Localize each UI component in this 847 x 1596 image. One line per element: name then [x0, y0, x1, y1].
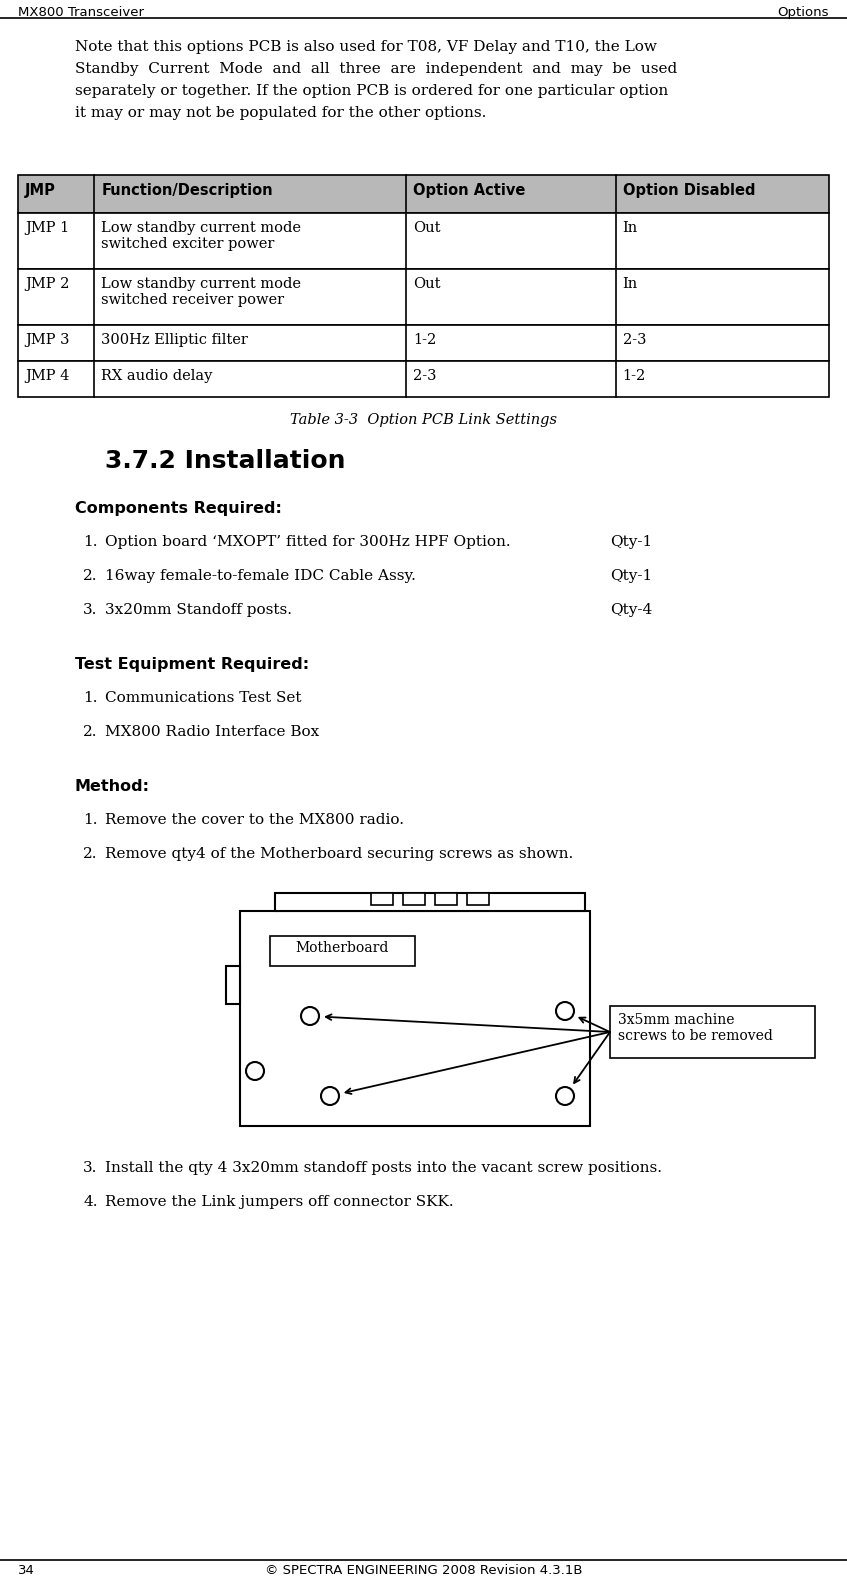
Text: MX800 Transceiver: MX800 Transceiver [18, 6, 144, 19]
Text: Out: Out [413, 278, 441, 290]
Bar [226, 966, 240, 1004]
Text: 3x20mm Standoff posts.: 3x20mm Standoff posts. [105, 603, 292, 618]
Text: Test Equipment Required:: Test Equipment Required: [75, 658, 309, 672]
Circle shape [246, 1061, 264, 1080]
Text: Low standby current mode
switched receiver power: Low standby current mode switched receiv… [102, 278, 302, 306]
Bar [275, 894, 585, 911]
Text: Method:: Method: [75, 779, 150, 793]
Text: Motherboard: Motherboard [296, 942, 389, 954]
Text: 2-3: 2-3 [413, 369, 437, 383]
Circle shape [556, 1002, 574, 1020]
Circle shape [556, 1087, 574, 1104]
Text: Qty-1: Qty-1 [610, 535, 652, 549]
Bar [240, 911, 590, 1127]
Text: 2.: 2. [83, 847, 97, 860]
Text: 1.: 1. [83, 535, 97, 549]
Bar [18, 270, 829, 326]
Bar [18, 326, 829, 361]
Text: Table 3-3  Option PCB Link Settings: Table 3-3 Option PCB Link Settings [291, 413, 557, 428]
Text: Option Active: Option Active [413, 184, 526, 198]
Text: © SPECTRA ENGINEERING 2008 Revision 4.3.1B: © SPECTRA ENGINEERING 2008 Revision 4.3.… [265, 1564, 583, 1577]
Text: 3x5mm machine
screws to be removed: 3x5mm machine screws to be removed [618, 1013, 772, 1044]
Text: JMP 4: JMP 4 [25, 369, 69, 383]
Text: JMP 3: JMP 3 [25, 334, 69, 346]
Text: 3.7.2 Installation: 3.7.2 Installation [105, 448, 346, 472]
Bar [371, 894, 393, 905]
Circle shape [321, 1087, 339, 1104]
Text: 34: 34 [18, 1564, 35, 1577]
Text: 1.: 1. [83, 691, 97, 705]
Text: Standby  Current  Mode  and  all  three  are  independent  and  may  be  used: Standby Current Mode and all three are i… [75, 62, 678, 77]
Text: Qty-4: Qty-4 [610, 603, 652, 618]
Bar [610, 1005, 815, 1058]
Bar [403, 894, 425, 905]
Bar [18, 212, 829, 270]
Bar [467, 894, 489, 905]
Text: Option board ‘MXOPT’ fitted for 300Hz HPF Option.: Option board ‘MXOPT’ fitted for 300Hz HP… [105, 535, 511, 549]
Text: Option Disabled: Option Disabled [623, 184, 756, 198]
Text: Low standby current mode
switched exciter power: Low standby current mode switched excite… [102, 220, 302, 251]
Text: it may or may not be populated for the other options.: it may or may not be populated for the o… [75, 105, 486, 120]
Text: 1-2: 1-2 [623, 369, 646, 383]
Text: Note that this options PCB is also used for T08, VF Delay and T10, the Low: Note that this options PCB is also used … [75, 40, 657, 54]
Text: Remove the cover to the MX800 radio.: Remove the cover to the MX800 radio. [105, 812, 404, 827]
Text: 2-3: 2-3 [623, 334, 646, 346]
Text: Components Required:: Components Required: [75, 501, 282, 516]
Text: Install the qty 4 3x20mm standoff posts into the vacant screw positions.: Install the qty 4 3x20mm standoff posts … [105, 1160, 662, 1175]
Text: 1.: 1. [83, 812, 97, 827]
Text: Options: Options [778, 6, 829, 19]
Text: JMP: JMP [25, 184, 56, 198]
Text: Out: Out [413, 220, 441, 235]
Text: In: In [623, 278, 638, 290]
Text: In: In [623, 220, 638, 235]
Text: 2.: 2. [83, 570, 97, 583]
Text: Remove qty4 of the Motherboard securing screws as shown.: Remove qty4 of the Motherboard securing … [105, 847, 573, 860]
Text: MX800 Radio Interface Box: MX800 Radio Interface Box [105, 725, 319, 739]
Text: Function/Description: Function/Description [102, 184, 273, 198]
Text: RX audio delay: RX audio delay [102, 369, 213, 383]
Text: 16way female-to-female IDC Cable Assy.: 16way female-to-female IDC Cable Assy. [105, 570, 416, 583]
Bar [270, 935, 415, 966]
Text: Communications Test Set: Communications Test Set [105, 691, 302, 705]
Text: 1-2: 1-2 [413, 334, 437, 346]
Text: 4.: 4. [83, 1195, 97, 1210]
Text: Remove the Link jumpers off connector SKK.: Remove the Link jumpers off connector SK… [105, 1195, 454, 1210]
Bar [18, 361, 829, 397]
Text: Qty-1: Qty-1 [610, 570, 652, 583]
Text: 2.: 2. [83, 725, 97, 739]
Bar [435, 894, 457, 905]
Bar [18, 176, 829, 212]
Text: 3.: 3. [83, 603, 97, 618]
Text: JMP 2: JMP 2 [25, 278, 69, 290]
Text: 300Hz Elliptic filter: 300Hz Elliptic filter [102, 334, 248, 346]
Circle shape [301, 1007, 319, 1025]
Text: separately or together. If the option PCB is ordered for one particular option: separately or together. If the option PC… [75, 85, 668, 97]
Text: 3.: 3. [83, 1160, 97, 1175]
Text: JMP 1: JMP 1 [25, 220, 69, 235]
